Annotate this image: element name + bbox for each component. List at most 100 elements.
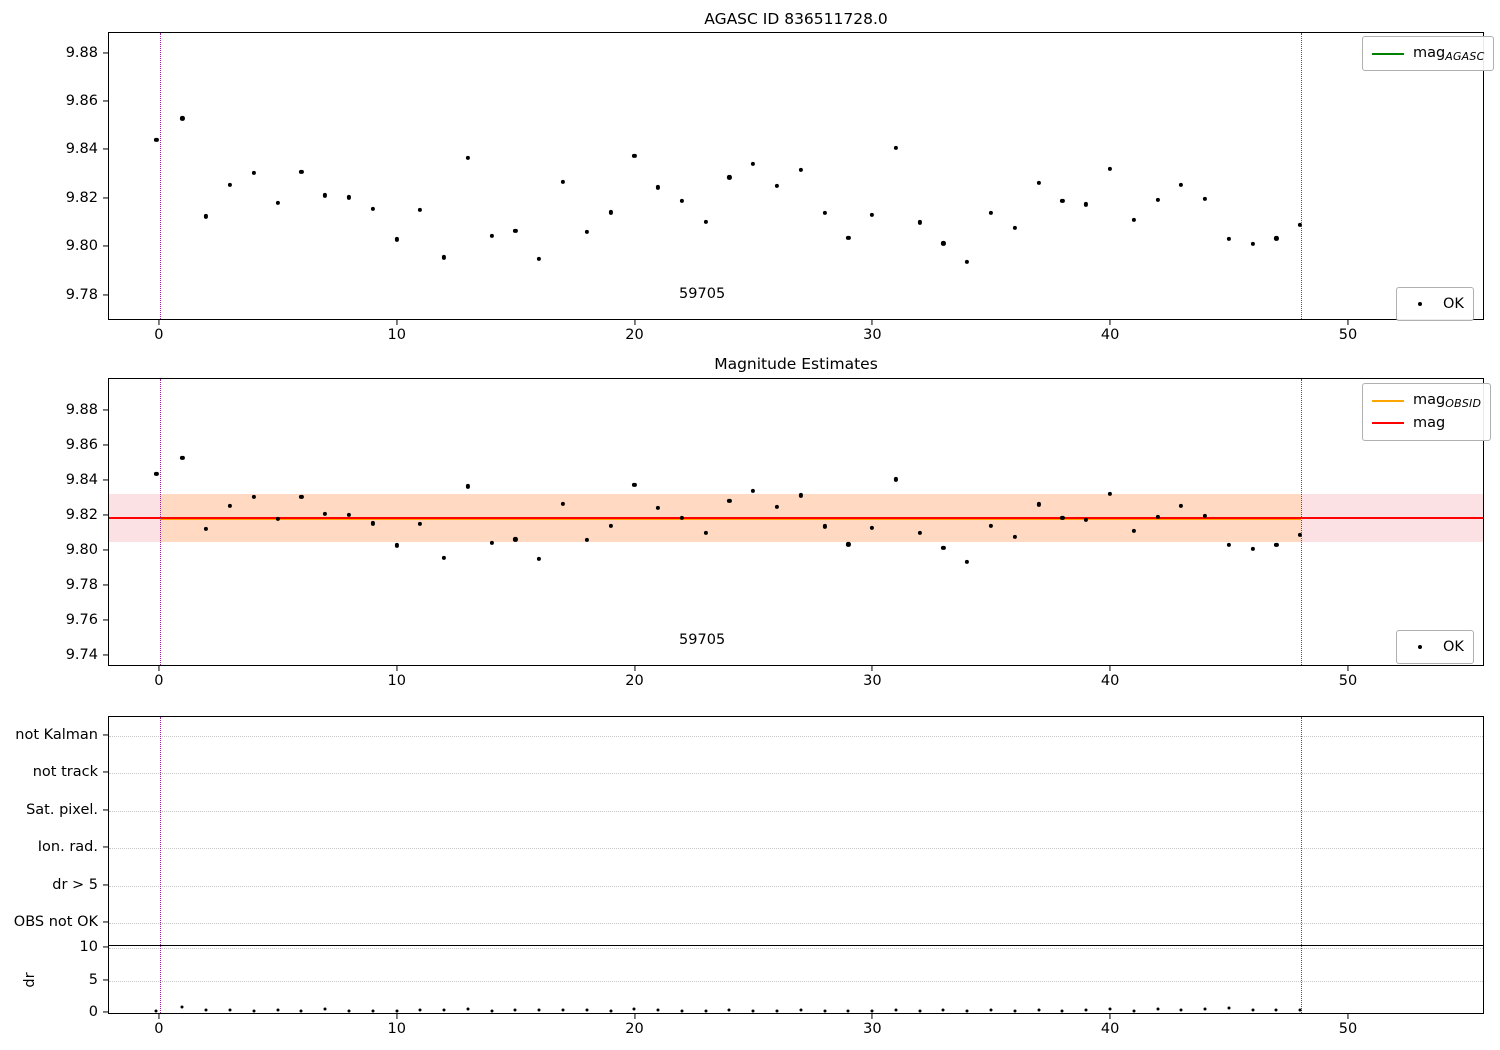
data-point-ok bbox=[394, 543, 399, 548]
flag-tick-mark bbox=[103, 921, 108, 923]
dr-data-point bbox=[1179, 1008, 1183, 1012]
data-point-ok bbox=[537, 256, 542, 261]
legend-mag-obsid[interactable]: magOBSID mag bbox=[1362, 383, 1492, 441]
data-point-ok bbox=[584, 538, 589, 543]
obsid-start-line bbox=[159, 33, 161, 319]
data-point-ok bbox=[703, 219, 708, 225]
dr-data-point bbox=[846, 1009, 850, 1013]
data-point-ok bbox=[965, 260, 970, 265]
legend-label: OK bbox=[1443, 296, 1464, 312]
data-point-ok bbox=[227, 182, 233, 187]
flag-tick-mark bbox=[103, 808, 108, 811]
y-tick-mark bbox=[103, 584, 108, 586]
obsid-end-line bbox=[1301, 717, 1303, 1013]
data-point-ok bbox=[204, 526, 209, 531]
y-tick-mark bbox=[103, 52, 108, 54]
agasc-magnitude-axes: 59705 bbox=[108, 32, 1484, 320]
y-tick-mark bbox=[103, 100, 108, 102]
y-tick-label: 9.80 bbox=[65, 238, 98, 255]
data-point-ok bbox=[251, 170, 256, 175]
data-point-ok bbox=[227, 503, 233, 508]
y-tick-label: 9.82 bbox=[65, 507, 98, 524]
dr-data-point bbox=[276, 1008, 280, 1012]
y-tick-mark bbox=[103, 479, 108, 481]
data-point-ok bbox=[774, 183, 780, 188]
data-point-ok bbox=[679, 515, 684, 520]
y-tick-mark bbox=[103, 245, 108, 247]
data-point-ok bbox=[1131, 217, 1136, 222]
data-point-ok bbox=[656, 505, 661, 510]
data-point-ok bbox=[727, 498, 732, 503]
data-point-ok bbox=[418, 521, 423, 526]
legend-status-ok-top[interactable]: OK bbox=[1396, 287, 1474, 322]
data-point-ok bbox=[917, 531, 922, 536]
magnitude-estimates-axes: 59705 bbox=[108, 378, 1484, 666]
x-tick-mark bbox=[871, 1014, 873, 1019]
obsid-label: 59705 bbox=[679, 286, 726, 302]
data-point-ok bbox=[154, 137, 159, 143]
dr-data-point bbox=[775, 1009, 779, 1013]
data-point-ok bbox=[703, 530, 708, 535]
dr-data-point bbox=[395, 1009, 399, 1013]
data-point-ok bbox=[870, 212, 875, 217]
dr-data-point bbox=[442, 1008, 446, 1012]
data-point-ok bbox=[1084, 517, 1089, 523]
data-point-ok bbox=[299, 169, 304, 174]
data-point-ok bbox=[489, 540, 494, 545]
dr-data-point bbox=[1251, 1008, 1255, 1012]
data-point-ok bbox=[798, 168, 803, 173]
legend-status-ok-middle[interactable]: OK bbox=[1396, 630, 1474, 665]
data-point-ok bbox=[1179, 503, 1184, 508]
obsid-label: 59705 bbox=[679, 632, 726, 648]
agasc-magnitude-axes-decor bbox=[103, 32, 1484, 325]
x-tick-mark bbox=[871, 320, 873, 325]
y-tick-label: 9.84 bbox=[65, 141, 98, 158]
magnitude-estimates-axes-decor bbox=[103, 378, 1484, 671]
data-point-ok bbox=[1250, 241, 1255, 247]
dr-data-point bbox=[154, 1009, 158, 1013]
data-point-ok bbox=[323, 511, 328, 516]
obsid-end-line bbox=[1301, 33, 1303, 319]
data-point-ok bbox=[1274, 236, 1279, 241]
data-point-ok bbox=[1155, 197, 1160, 202]
data-point-ok bbox=[1036, 502, 1041, 507]
data-point-ok bbox=[988, 524, 994, 529]
data-point-ok bbox=[537, 557, 542, 562]
flag-row-label: not track bbox=[32, 764, 98, 780]
data-point-ok bbox=[513, 537, 518, 542]
flag-tick-mark bbox=[103, 733, 108, 736]
x-tick-mark bbox=[396, 666, 398, 671]
x-tick-label: 20 bbox=[625, 1021, 644, 1037]
x-tick-mark bbox=[871, 666, 873, 671]
data-point-ok bbox=[632, 483, 637, 488]
flag-row-label: Sat. pixel. bbox=[26, 801, 98, 818]
data-point-ok bbox=[370, 206, 375, 212]
data-point-ok bbox=[774, 504, 780, 509]
x-tick-label: 10 bbox=[387, 1021, 406, 1037]
legend-label: OK bbox=[1443, 639, 1464, 655]
y-tick-label: 9.84 bbox=[65, 472, 98, 489]
data-point-ok bbox=[822, 524, 827, 529]
data-point-ok bbox=[275, 201, 280, 206]
y-tick-label: 9.86 bbox=[65, 437, 98, 454]
data-point-ok bbox=[988, 210, 994, 215]
dr-data-point bbox=[228, 1008, 232, 1012]
mag-fit-line bbox=[109, 516, 1483, 520]
data-point-ok bbox=[1036, 180, 1041, 185]
x-tick-mark bbox=[1347, 320, 1349, 325]
dr-data-point bbox=[609, 1009, 613, 1013]
dr-data-point bbox=[918, 1009, 922, 1013]
x-tick-label: 40 bbox=[1100, 673, 1120, 689]
dr-data-point bbox=[751, 1009, 755, 1013]
legend-row: OK bbox=[1406, 293, 1464, 315]
y-tick-mark bbox=[103, 549, 108, 551]
data-point-ok bbox=[965, 559, 970, 564]
legend-mag-agasc[interactable]: magAGASC bbox=[1362, 36, 1495, 72]
legend-label-subscript: OBSID bbox=[1445, 397, 1482, 411]
x-tick-label: 0 bbox=[154, 673, 164, 689]
x-tick-label: 30 bbox=[863, 673, 882, 689]
data-point-ok bbox=[1107, 492, 1113, 497]
data-point-ok bbox=[1131, 529, 1136, 534]
dr-data-point bbox=[585, 1008, 589, 1012]
data-point-ok bbox=[441, 556, 447, 561]
